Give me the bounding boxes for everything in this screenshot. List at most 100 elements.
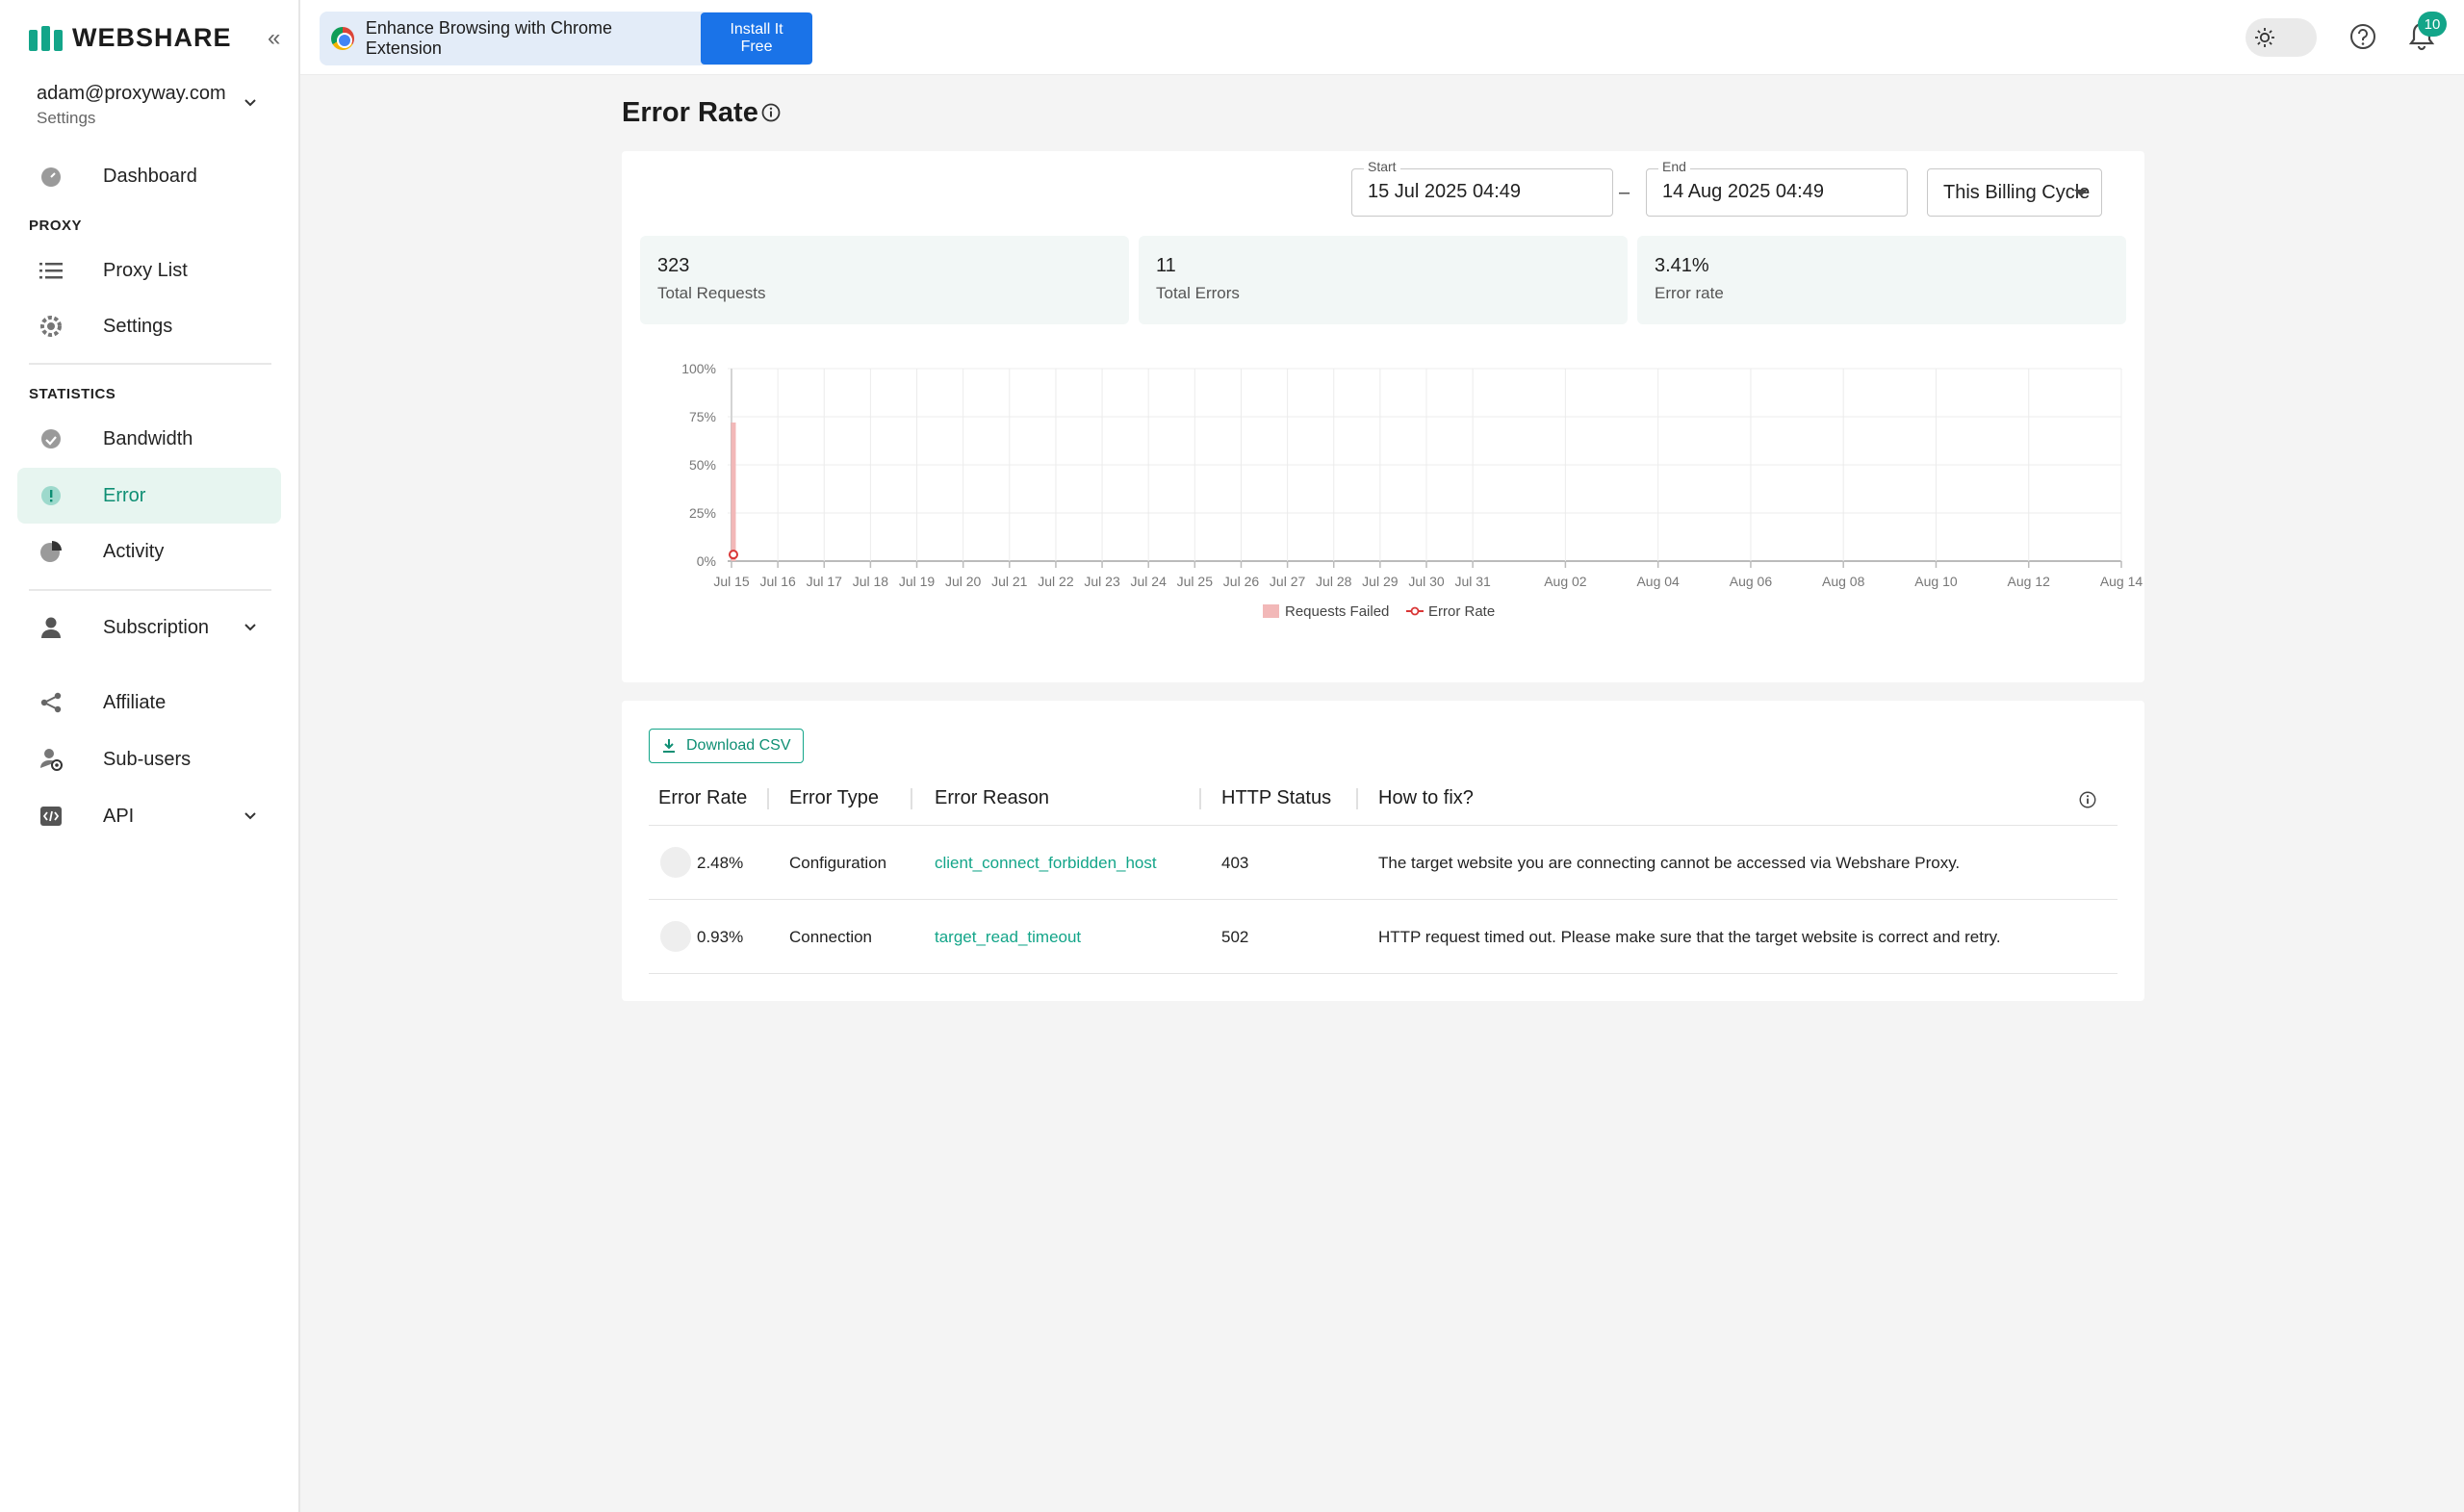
x-tick-label: Aug 04 — [1636, 574, 1680, 589]
billing-cycle-value: This Billing Cycle — [1943, 181, 2091, 203]
banner-text: Enhance Browsing with Chrome Extension — [365, 18, 612, 58]
bar-requests-failed — [731, 423, 736, 561]
column-separator — [767, 788, 769, 809]
sidebar-item-affiliate[interactable]: Affiliate — [17, 675, 281, 730]
how-to-fix-text: HTTP request timed out. Please make sure… — [1378, 928, 2001, 946]
legend-label-error-rate: Error Rate — [1428, 603, 1495, 620]
error-rate-card: Start – End This Billing Cycle 323 Total… — [622, 151, 2144, 682]
end-date-input[interactable] — [1662, 181, 1884, 203]
end-date-label: End — [1658, 159, 1690, 174]
sidebar-item-error[interactable]: Error — [17, 468, 281, 524]
row-divider — [649, 899, 2118, 900]
line-error-rate — [733, 554, 2123, 561]
x-tick-label: Jul 22 — [1038, 574, 1074, 589]
sidebar-item-sub-users[interactable]: Sub-users — [17, 731, 281, 787]
error-type-value: Connection — [789, 928, 873, 946]
sidebar-divider — [29, 363, 271, 365]
x-tick-label: Aug 14 — [2100, 574, 2143, 589]
webshare-logo[interactable]: WEBSHARE — [29, 23, 232, 53]
gear-icon — [37, 312, 65, 341]
account-switcher[interactable]: adam@proxyway.com Settings — [37, 83, 268, 128]
theme-toggle[interactable] — [2246, 18, 2317, 57]
stat-value: 323 — [657, 255, 690, 276]
chrome-icon — [331, 27, 354, 50]
http-status-value: 502 — [1221, 928, 1249, 946]
error-table-card: Download CSV Error Rate Error Type Error… — [622, 701, 2144, 1001]
error-rate-value: 0.93% — [697, 928, 744, 946]
x-tick-label: Jul 27 — [1270, 574, 1306, 589]
billing-cycle-select[interactable]: This Billing Cycle — [1927, 168, 2102, 217]
caret-down-icon — [2074, 190, 2088, 196]
column-separator — [1199, 788, 1201, 809]
x-tick-label: Aug 10 — [1914, 574, 1958, 589]
sidebar-item-dashboard[interactable]: Dashboard — [17, 148, 281, 204]
point-error-rate — [729, 550, 738, 560]
error-rate-chart: 0% 25% 50% 75% 100% Jul 15 Jul 16 Jul 17 Jul 18 J… — [681, 361, 2143, 620]
error-reason-link[interactable]: client_connect_forbidden_host — [935, 854, 1157, 872]
sidebar-item-api[interactable]: API — [17, 788, 281, 844]
info-icon[interactable] — [760, 102, 782, 123]
brand-name: WEBSHARE — [72, 23, 232, 52]
error-rate-pie-icon — [660, 921, 691, 952]
sidebar-divider — [29, 589, 271, 591]
x-tick-label: Jul 15 — [713, 574, 750, 589]
error-reason-link[interactable]: target_read_timeout — [935, 928, 1082, 946]
collapse-sidebar-icon[interactable]: « — [268, 25, 281, 51]
gauge-icon — [37, 162, 65, 191]
y-tick-label: 50% — [689, 457, 716, 473]
stat-label: Total Errors — [1156, 284, 1240, 302]
start-date-label: Start — [1364, 159, 1400, 174]
bandwidth-icon — [37, 424, 65, 453]
http-status-value: 403 — [1221, 854, 1249, 872]
date-separator: – — [1619, 182, 1630, 203]
sidebar-item-settings[interactable]: Settings — [17, 298, 281, 354]
download-csv-button[interactable]: Download CSV — [649, 729, 804, 763]
pie-icon — [37, 537, 65, 566]
column-separator — [911, 788, 912, 809]
x-tick-label: Jul 17 — [807, 574, 843, 589]
column-header-http-status: HTTP Status — [1221, 787, 1332, 808]
sidebar-item-proxy-list[interactable]: Proxy List — [17, 243, 281, 298]
stat-value: 3.41% — [1655, 255, 1709, 276]
sidebar-item-label: Activity — [103, 540, 165, 562]
info-icon[interactable] — [2078, 790, 2097, 809]
error-type-value: Configuration — [789, 854, 887, 872]
x-tick-label: Jul 16 — [759, 574, 796, 589]
section-label-statistics: STATISTICS — [29, 386, 116, 402]
user-icon — [37, 613, 65, 642]
x-tick-label: Aug 12 — [2008, 574, 2051, 589]
y-tick-label: 0% — [697, 553, 716, 569]
start-date-input[interactable] — [1368, 181, 1589, 203]
end-date-field[interactable]: End — [1646, 159, 1908, 217]
share-icon — [37, 688, 65, 717]
stat-total-errors: 11 Total Errors — [1139, 236, 1628, 324]
account-subtitle: Settings — [37, 109, 96, 127]
x-tick-label: Jul 25 — [1177, 574, 1214, 589]
column-header-how-to-fix: How to fix? — [1378, 787, 1474, 808]
error-rate-value: 2.48% — [697, 854, 744, 872]
sidebar-item-label: Error — [103, 484, 146, 506]
x-tick-label: Jul 28 — [1316, 574, 1352, 589]
sidebar-item-activity[interactable]: Activity — [17, 524, 281, 579]
sidebar-item-label: Affiliate — [103, 691, 167, 713]
section-label-proxy: PROXY — [29, 218, 83, 234]
x-tick-label: Jul 31 — [1454, 574, 1491, 589]
sidebar-item-label: Subscription — [103, 616, 210, 638]
sidebar-item-subscription[interactable]: Subscription — [17, 600, 281, 655]
stat-label: Error rate — [1655, 284, 1724, 302]
install-extension-button[interactable]: Install It Free — [701, 13, 812, 64]
sidebar-item-label: Dashboard — [103, 165, 197, 187]
start-date-field[interactable]: Start — [1351, 159, 1613, 217]
sidebar-item-bandwidth[interactable]: Bandwidth — [17, 411, 281, 467]
help-icon[interactable] — [2348, 22, 2377, 51]
code-icon — [37, 802, 65, 831]
sidebar-item-label: Sub-users — [103, 748, 192, 770]
column-separator — [1356, 788, 1358, 809]
sidebar-item-label: Bandwidth — [103, 427, 193, 449]
x-tick-label: Aug 02 — [1544, 574, 1587, 589]
sidebar-item-label: Settings — [103, 315, 173, 337]
stat-label: Total Requests — [657, 284, 766, 302]
download-icon — [663, 739, 675, 753]
row-divider — [649, 973, 2118, 974]
column-header-error-reason: Error Reason — [935, 787, 1049, 808]
